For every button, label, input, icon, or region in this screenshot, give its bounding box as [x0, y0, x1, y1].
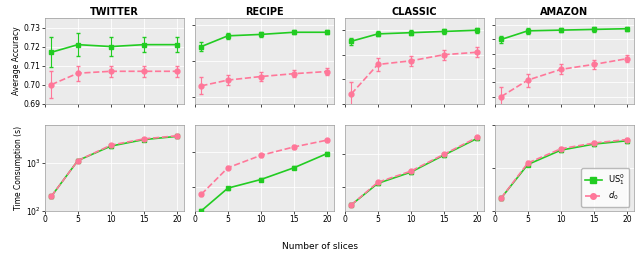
Y-axis label: Time Consumption (s): Time Consumption (s) [14, 126, 23, 210]
Legend: US$_1^0$, $d_0$: US$_1^0$, $d_0$ [581, 168, 629, 207]
Title: CLASSIC: CLASSIC [392, 7, 437, 17]
Y-axis label: Average Accuracy: Average Accuracy [12, 26, 21, 95]
Text: Number of slices: Number of slices [282, 242, 358, 251]
Title: RECIPE: RECIPE [245, 7, 284, 17]
Title: TWITTER: TWITTER [90, 7, 139, 17]
Title: AMAZON: AMAZON [540, 7, 588, 17]
